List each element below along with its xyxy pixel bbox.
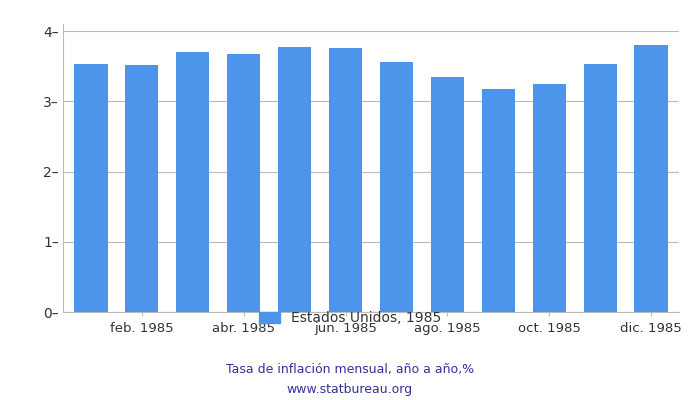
Bar — [482, 89, 514, 312]
Bar — [584, 64, 617, 312]
Bar — [634, 45, 668, 312]
Bar — [228, 54, 260, 312]
Text: www.statbureau.org: www.statbureau.org — [287, 384, 413, 396]
Bar — [176, 52, 209, 312]
Text: Tasa de inflación mensual, año a año,%: Tasa de inflación mensual, año a año,% — [226, 364, 474, 376]
Bar — [74, 64, 108, 312]
Bar — [278, 47, 312, 312]
Bar — [533, 84, 566, 312]
Legend: Estados Unidos, 1985: Estados Unidos, 1985 — [253, 306, 447, 331]
Bar — [430, 77, 464, 312]
Bar — [380, 62, 413, 312]
Bar — [125, 65, 158, 312]
Bar — [329, 48, 362, 312]
